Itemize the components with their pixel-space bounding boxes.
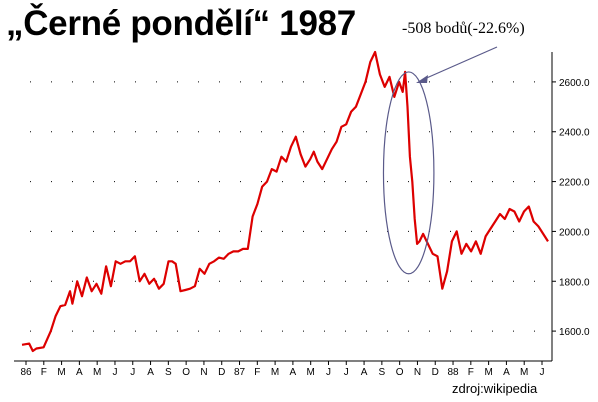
y-tick-label: 1800.0 [559,277,590,288]
x-tick-label: J [112,367,117,378]
x-tick-label: 88 [447,367,459,378]
x-tick-label: A [76,367,83,378]
x-tick-label: M [484,367,492,378]
x-tick-label: A [503,367,510,378]
x-tick-label: O [182,367,190,378]
x-tick-label: A [361,367,368,378]
x-tick-label: A [147,367,154,378]
x-tick-label: J [344,367,349,378]
x-tick-label: M [57,367,65,378]
chart-title: „Černé pondělí“ 1987 [6,4,356,43]
x-tick-label: M [271,367,279,378]
x-tick-label: J [130,367,135,378]
x-tick-label: J [326,367,331,378]
x-tick-label: S [379,367,386,378]
crash-highlight [382,71,435,275]
y-tick-label: 2000.0 [559,227,590,238]
y-axis-ticks: 1600.0 1800.0 2000.0 2200.0 2400.0 2600.0 [552,78,590,338]
chart-grid [30,81,548,332]
x-tick-label: F [468,367,474,378]
crash-annotation: -508 bodů(-22.6%) [402,20,525,37]
chart-series [21,50,549,353]
x-tick-label: F [41,367,47,378]
x-tick-label: F [254,367,260,378]
y-tick-label: 1600.0 [559,327,590,338]
x-tick-label: S [165,367,172,378]
x-tick-label: M [307,367,315,378]
x-tick-label: M [93,367,101,378]
annotation-arrow [416,46,498,83]
series-line-0 [21,50,549,353]
x-tick-label: J [540,367,545,378]
x-tick-label: N [200,367,207,378]
x-tick-label: D [218,367,225,378]
crash-ellipse [382,71,435,275]
y-tick-label: 2400.0 [559,128,590,139]
x-tick-label: M [520,367,528,378]
y-tick-label: 2600.0 [559,78,590,89]
x-tick-label: D [432,367,439,378]
x-tick-label: A [290,367,297,378]
x-tick-label: N [414,367,421,378]
x-axis-ticks: 86 F M A M J J A S O N D 87 F M A M J J A S O N D 88 F M A M J [20,361,545,378]
x-tick-label: O [396,367,404,378]
x-tick-label: 87 [234,367,246,378]
x-tick-label: 86 [20,367,32,378]
source-credit: zdroj:wikipedia [452,381,538,396]
y-tick-label: 2200.0 [559,178,590,189]
